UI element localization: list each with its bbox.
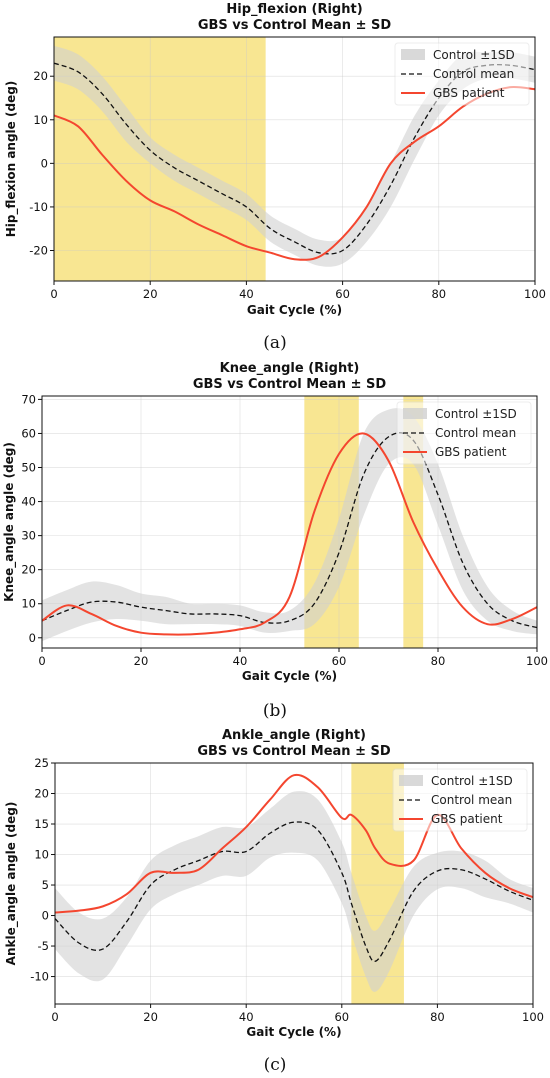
y-tick-label: 20 [21, 563, 36, 577]
panel-label: (a) [263, 333, 286, 353]
axes-frame [41, 395, 538, 649]
y-tick-label: 10 [33, 113, 48, 127]
x-tick-label: 40 [239, 287, 254, 301]
x-tick-label: 80 [431, 287, 446, 301]
legend-box [396, 401, 532, 465]
y-tick-label: -10 [29, 200, 48, 214]
chart-title: Knee_angle (Right) [220, 361, 360, 376]
x-tick-label: 40 [239, 1010, 254, 1024]
x-tick-label: 40 [233, 654, 248, 668]
chart-title: Ankle_angle (Right) [222, 728, 366, 743]
chart-panel-1: Hip_flexion (Right)GBS vs Control Mean ±… [4, 2, 546, 353]
x-tick-label: 20 [143, 1010, 158, 1024]
x-tick-label: 80 [431, 654, 446, 668]
control-sd-band [42, 408, 537, 642]
y-tick-label: 20 [33, 69, 48, 83]
legend: Control ±1SD Control mean GBS patient [392, 768, 528, 832]
legend-label-patient: GBS patient [431, 812, 503, 826]
legend-box [392, 768, 528, 832]
plot-area [42, 408, 537, 642]
y-tick-label: 0 [42, 909, 49, 923]
patient-line [42, 432, 537, 636]
y-tick-label: 20 [34, 787, 49, 801]
x-tick-label: 80 [430, 1010, 445, 1024]
y-tick-label: 0 [41, 156, 48, 170]
legend-label-patient: GBS patient [435, 445, 507, 459]
control-sd-band [55, 791, 533, 992]
x-tick-label: 60 [334, 1010, 349, 1024]
legend-label-mean: Control mean [433, 67, 514, 81]
y-tick-label: 40 [21, 495, 36, 509]
chart-panel-2: Knee_angle (Right)GBS vs Control Mean ± … [2, 361, 548, 721]
y-axis-label: Knee_angle angle (deg) [2, 442, 17, 602]
y-tick-label: 60 [21, 426, 36, 440]
y-tick-label: 0 [29, 631, 36, 645]
legend: Control ±1SD Control mean GBS patient [396, 401, 532, 465]
x-tick-label: 100 [522, 1010, 544, 1024]
x-tick-label: 0 [50, 287, 57, 301]
x-axis-label: Gait Cycle (%) [242, 669, 337, 683]
chart-subtitle: GBS vs Control Mean ± SD [197, 744, 391, 759]
panel-label: (b) [263, 701, 287, 721]
chart-panel-3: Ankle_angle (Right)GBS vs Control Mean ±… [4, 728, 544, 1075]
panel-label: (c) [264, 1055, 287, 1075]
legend-label-mean: Control mean [435, 426, 516, 440]
legend-box [394, 42, 530, 106]
patient-line [54, 85, 535, 261]
y-tick-label: 10 [21, 597, 36, 611]
y-axis-label: Ankle_angle angle (deg) [4, 802, 19, 966]
x-tick-label: 20 [134, 654, 149, 668]
x-tick-label: 100 [524, 287, 546, 301]
x-tick-label: 0 [51, 1010, 58, 1024]
y-tick-label: 5 [42, 878, 49, 892]
x-tick-label: 20 [143, 287, 158, 301]
legend-swatch-band [399, 775, 423, 786]
legend-swatch-band [403, 408, 427, 419]
y-tick-label: -10 [30, 970, 49, 984]
control-mean-line [55, 821, 533, 962]
y-tick-label: -5 [38, 939, 49, 953]
chart-subtitle: GBS vs Control Mean ± SD [193, 377, 387, 392]
y-tick-label: 50 [21, 461, 36, 475]
x-axis-label: Gait Cycle (%) [247, 303, 342, 317]
y-axis-label: Hip_flexion angle (deg) [4, 81, 19, 238]
chart-subtitle: GBS vs Control Mean ± SD [198, 18, 392, 33]
x-tick-label: 60 [332, 654, 347, 668]
legend-label-band: Control ±1SD [433, 48, 515, 62]
legend-label-mean: Control mean [431, 793, 512, 807]
y-tick-label: -20 [29, 244, 48, 258]
x-tick-label: 100 [526, 654, 548, 668]
legend-swatch-band [401, 49, 425, 60]
y-tick-label: 25 [34, 756, 49, 770]
y-tick-label: 70 [21, 392, 36, 406]
y-tick-label: 15 [34, 817, 49, 831]
y-tick-label: 30 [21, 529, 36, 543]
y-tick-label: 10 [34, 848, 49, 862]
legend: Control ±1SD Control mean GBS patient [394, 42, 530, 106]
axes-frame [54, 762, 534, 1005]
chart-title: Hip_flexion (Right) [226, 2, 362, 17]
legend-label-band: Control ±1SD [431, 774, 513, 788]
legend-label-patient: GBS patient [433, 86, 505, 100]
legend-label-band: Control ±1SD [435, 407, 517, 421]
axes-frame [53, 36, 536, 282]
x-axis-label: Gait Cycle (%) [246, 1025, 341, 1039]
x-tick-label: 60 [335, 287, 350, 301]
x-tick-label: 0 [38, 654, 45, 668]
